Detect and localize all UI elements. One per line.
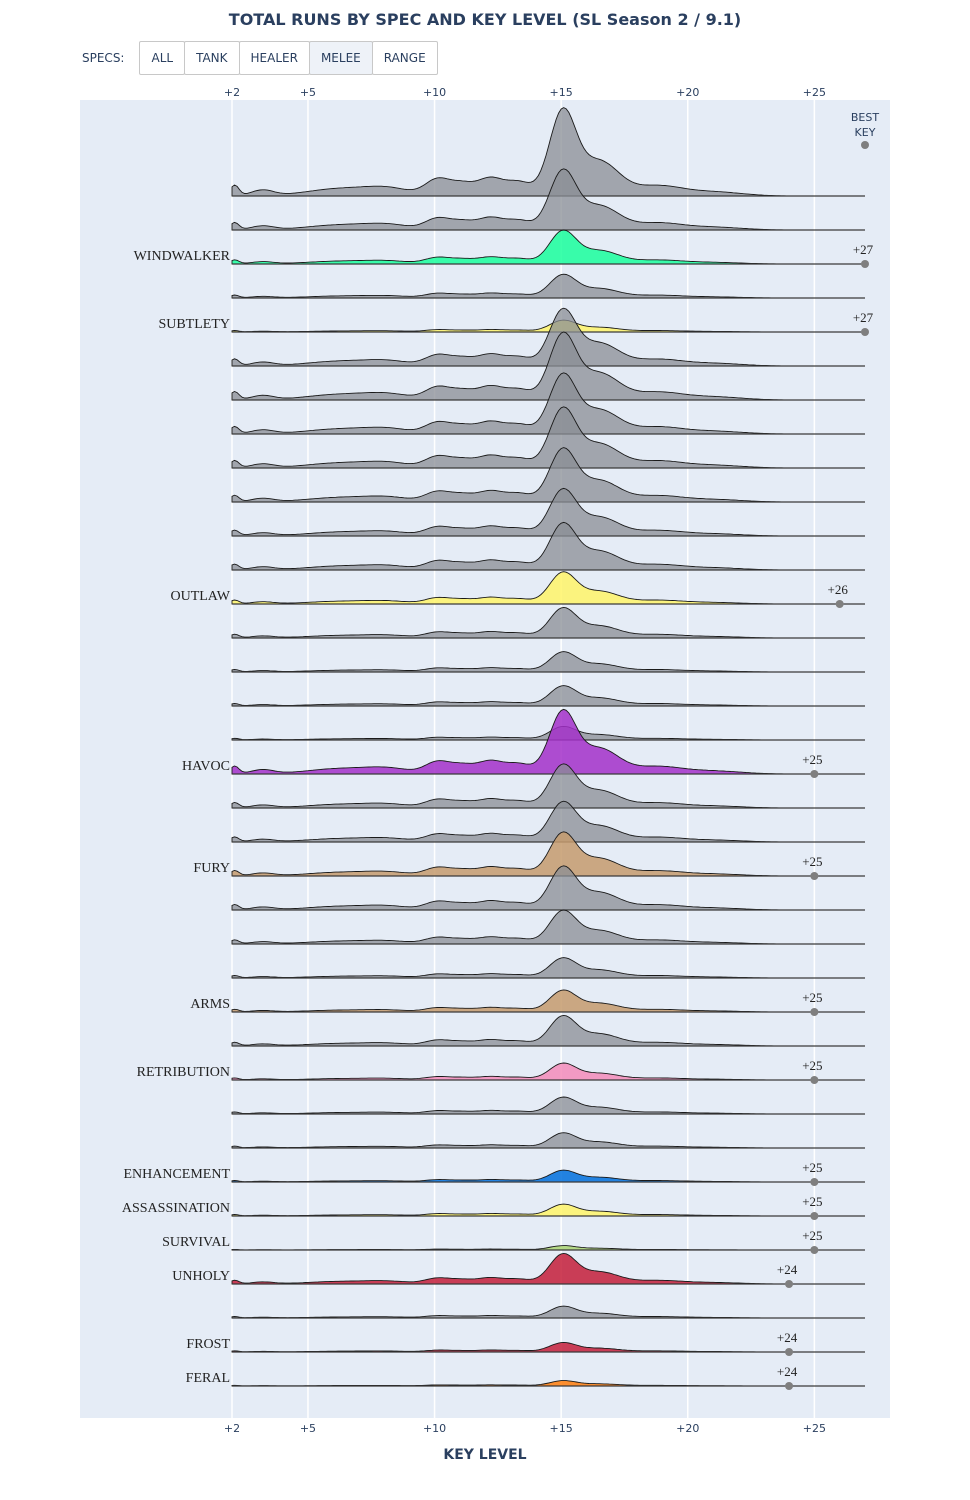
x-tick-label-bottom: +15 <box>550 1422 573 1435</box>
x-tick-label-bottom: +20 <box>676 1422 699 1435</box>
x-tick-label-bottom: +2 <box>224 1422 240 1435</box>
best-key-label: +27 <box>853 310 874 325</box>
best-key-header: BEST <box>851 111 879 124</box>
spec-label-feral: FERAL <box>186 1371 230 1386</box>
spec-label-survival: SURVIVAL <box>162 1235 230 1250</box>
best-key-marker <box>861 260 869 268</box>
best-key-label: +25 <box>802 1194 822 1209</box>
best-key-label: +25 <box>802 854 822 869</box>
best-key-label: +27 <box>853 242 874 257</box>
spec-label-retribution: RETRIBUTION <box>137 1065 230 1080</box>
best-key-marker <box>810 1008 819 1016</box>
filter-range-button[interactable]: RANGE <box>371 41 438 75</box>
best-key-label: +24 <box>777 1262 798 1277</box>
ridge-area-grey <box>231 107 865 197</box>
x-tick-label-top: +10 <box>423 86 446 99</box>
best-key-marker <box>810 1246 819 1254</box>
x-tick-label-top: +2 <box>224 86 240 99</box>
x-tick-label-bottom: +5 <box>300 1422 316 1435</box>
chart-title: TOTAL RUNS BY SPEC AND KEY LEVEL (SL Sea… <box>228 10 742 29</box>
filter-healer-button[interactable]: HEALER <box>238 41 310 75</box>
best-key-marker <box>861 328 869 336</box>
x-tick-label-bottom: +10 <box>423 1422 446 1435</box>
best-key-marker <box>835 600 844 608</box>
ridge-area-grey <box>231 331 865 401</box>
spec-label-fury: FURY <box>193 861 230 876</box>
x-tick-label-top: +15 <box>550 86 573 99</box>
best-key-marker <box>785 1382 794 1390</box>
spec-label-unholy: UNHOLY <box>172 1269 230 1284</box>
spec-label-arms: ARMS <box>190 997 230 1012</box>
best-key-marker <box>785 1348 794 1356</box>
spec-label-havoc: HAVOC <box>182 759 230 774</box>
ridge-area-grey <box>231 372 865 435</box>
best-key-marker <box>810 1178 819 1186</box>
spec-label-frost: FROST <box>186 1337 230 1352</box>
best-key-label: +24 <box>777 1364 798 1379</box>
spec-label-enhancement: ENHANCEMENT <box>123 1167 230 1182</box>
best-key-marker <box>810 872 819 880</box>
best-key-label: +25 <box>802 1058 822 1073</box>
ridge-area-grey <box>231 168 865 231</box>
spec-label-assassination: ASSASSINATION <box>122 1201 230 1216</box>
best-key-label: +25 <box>802 990 822 1005</box>
spec-label-windwalker: WINDWALKER <box>134 249 231 264</box>
ridge-area-havoc <box>231 708 865 775</box>
spec-filter-label: SPECS: <box>82 51 125 65</box>
best-key-label: +24 <box>777 1330 798 1345</box>
filter-melee-button[interactable]: MELEE <box>308 41 373 75</box>
spec-label-outlaw: OUTLAW <box>170 589 230 604</box>
x-tick-label-top: +5 <box>300 86 316 99</box>
best-key-label: +25 <box>802 1160 822 1175</box>
x-tick-label-top: +20 <box>676 86 699 99</box>
best-key-header: KEY <box>855 126 876 139</box>
best-key-marker <box>810 1076 819 1084</box>
filter-all-button[interactable]: ALL <box>139 41 186 75</box>
x-tick-label-top: +25 <box>803 86 826 99</box>
ridge-area-grey <box>231 406 865 469</box>
best-key-label: +25 <box>802 752 822 767</box>
best-key-marker <box>810 770 819 778</box>
best-key-marker <box>785 1280 794 1288</box>
x-axis-title: KEY LEVEL <box>443 1447 527 1463</box>
best-key-label: +26 <box>828 582 849 597</box>
plot-background <box>80 100 890 1418</box>
spec-label-subtlety: SUBTLETY <box>158 317 230 332</box>
best-key-marker <box>810 1212 819 1220</box>
best-key-label: +25 <box>802 1228 822 1243</box>
x-tick-label-bottom: +25 <box>803 1422 826 1435</box>
best-key-header-marker <box>861 141 869 149</box>
spec-filter: SPECS: ALL TANK HEALER MELEE RANGE <box>82 41 438 75</box>
